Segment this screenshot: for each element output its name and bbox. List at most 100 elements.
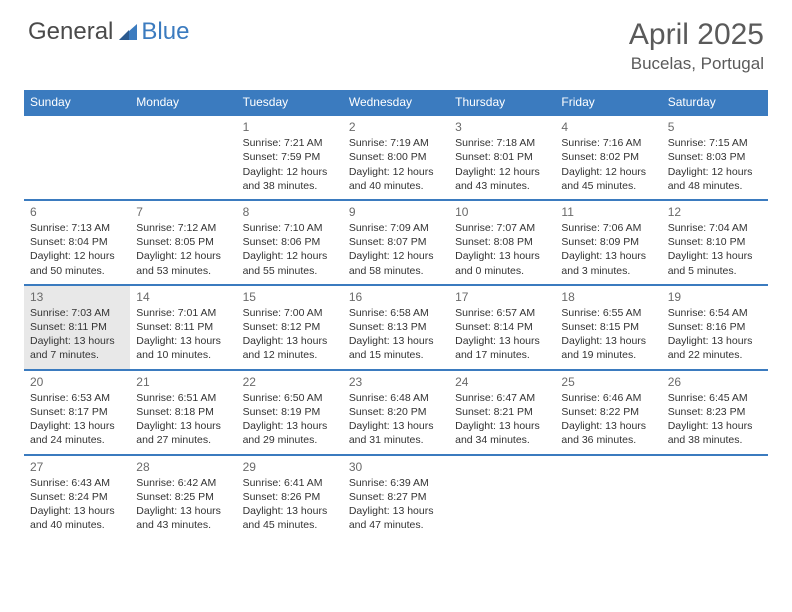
daylight-line: Daylight: 12 hours and 45 minutes. xyxy=(561,165,655,193)
sunrise-line: Sunrise: 6:47 AM xyxy=(455,391,549,405)
sunset-line: Sunset: 8:01 PM xyxy=(455,150,549,164)
day-number: 23 xyxy=(349,374,443,390)
sunset-line: Sunset: 8:03 PM xyxy=(668,150,762,164)
calendar-day-cell: 8Sunrise: 7:10 AMSunset: 8:06 PMDaylight… xyxy=(237,200,343,285)
calendar-day-cell: 20Sunrise: 6:53 AMSunset: 8:17 PMDayligh… xyxy=(24,370,130,455)
sunrise-line: Sunrise: 7:00 AM xyxy=(243,306,337,320)
sunrise-line: Sunrise: 7:13 AM xyxy=(30,221,124,235)
daylight-line: Daylight: 13 hours and 12 minutes. xyxy=(243,334,337,362)
calendar-day-cell: 19Sunrise: 6:54 AMSunset: 8:16 PMDayligh… xyxy=(662,285,768,370)
sunset-line: Sunset: 8:15 PM xyxy=(561,320,655,334)
day-number: 1 xyxy=(243,119,337,135)
weekday-header: Friday xyxy=(555,90,661,115)
sunset-line: Sunset: 8:07 PM xyxy=(349,235,443,249)
calendar-empty-cell xyxy=(130,115,236,200)
day-number: 15 xyxy=(243,289,337,305)
calendar-week-row: 6Sunrise: 7:13 AMSunset: 8:04 PMDaylight… xyxy=(24,200,768,285)
calendar-day-cell: 16Sunrise: 6:58 AMSunset: 8:13 PMDayligh… xyxy=(343,285,449,370)
sunset-line: Sunset: 8:20 PM xyxy=(349,405,443,419)
daylight-line: Daylight: 13 hours and 10 minutes. xyxy=(136,334,230,362)
calendar-day-cell: 29Sunrise: 6:41 AMSunset: 8:26 PMDayligh… xyxy=(237,455,343,539)
day-number: 2 xyxy=(349,119,443,135)
calendar-day-cell: 10Sunrise: 7:07 AMSunset: 8:08 PMDayligh… xyxy=(449,200,555,285)
sunrise-line: Sunrise: 6:50 AM xyxy=(243,391,337,405)
daylight-line: Daylight: 13 hours and 47 minutes. xyxy=(349,504,443,532)
calendar-day-cell: 28Sunrise: 6:42 AMSunset: 8:25 PMDayligh… xyxy=(130,455,236,539)
sunrise-line: Sunrise: 7:09 AM xyxy=(349,221,443,235)
calendar-week-row: 20Sunrise: 6:53 AMSunset: 8:17 PMDayligh… xyxy=(24,370,768,455)
sunrise-line: Sunrise: 6:54 AM xyxy=(668,306,762,320)
sunrise-line: Sunrise: 6:48 AM xyxy=(349,391,443,405)
daylight-line: Daylight: 13 hours and 34 minutes. xyxy=(455,419,549,447)
sunrise-line: Sunrise: 7:10 AM xyxy=(243,221,337,235)
calendar-day-cell: 7Sunrise: 7:12 AMSunset: 8:05 PMDaylight… xyxy=(130,200,236,285)
calendar-day-cell: 4Sunrise: 7:16 AMSunset: 8:02 PMDaylight… xyxy=(555,115,661,200)
daylight-line: Daylight: 12 hours and 55 minutes. xyxy=(243,249,337,277)
calendar-week-row: 1Sunrise: 7:21 AMSunset: 7:59 PMDaylight… xyxy=(24,115,768,200)
sunrise-line: Sunrise: 7:06 AM xyxy=(561,221,655,235)
daylight-line: Daylight: 12 hours and 58 minutes. xyxy=(349,249,443,277)
sunrise-line: Sunrise: 7:19 AM xyxy=(349,136,443,150)
daylight-line: Daylight: 13 hours and 5 minutes. xyxy=(668,249,762,277)
calendar-empty-cell xyxy=(662,455,768,539)
sunset-line: Sunset: 8:24 PM xyxy=(30,490,124,504)
calendar-day-cell: 14Sunrise: 7:01 AMSunset: 8:11 PMDayligh… xyxy=(130,285,236,370)
day-number: 7 xyxy=(136,204,230,220)
logo-text-2: Blue xyxy=(141,18,189,46)
daylight-line: Daylight: 13 hours and 17 minutes. xyxy=(455,334,549,362)
calendar-day-cell: 9Sunrise: 7:09 AMSunset: 8:07 PMDaylight… xyxy=(343,200,449,285)
sunset-line: Sunset: 7:59 PM xyxy=(243,150,337,164)
sunset-line: Sunset: 8:23 PM xyxy=(668,405,762,419)
sunset-line: Sunset: 8:04 PM xyxy=(30,235,124,249)
sunrise-line: Sunrise: 6:46 AM xyxy=(561,391,655,405)
calendar-day-cell: 6Sunrise: 7:13 AMSunset: 8:04 PMDaylight… xyxy=(24,200,130,285)
daylight-line: Daylight: 13 hours and 0 minutes. xyxy=(455,249,549,277)
header: General Blue April 2025 Bucelas, Portuga… xyxy=(0,0,792,82)
day-number: 24 xyxy=(455,374,549,390)
day-number: 25 xyxy=(561,374,655,390)
daylight-line: Daylight: 13 hours and 24 minutes. xyxy=(30,419,124,447)
daylight-line: Daylight: 13 hours and 22 minutes. xyxy=(668,334,762,362)
sunrise-line: Sunrise: 7:07 AM xyxy=(455,221,549,235)
sunset-line: Sunset: 8:11 PM xyxy=(136,320,230,334)
calendar-empty-cell xyxy=(449,455,555,539)
calendar-day-cell: 13Sunrise: 7:03 AMSunset: 8:11 PMDayligh… xyxy=(24,285,130,370)
sunrise-line: Sunrise: 6:55 AM xyxy=(561,306,655,320)
sunset-line: Sunset: 8:06 PM xyxy=(243,235,337,249)
calendar-day-cell: 23Sunrise: 6:48 AMSunset: 8:20 PMDayligh… xyxy=(343,370,449,455)
sunset-line: Sunset: 8:27 PM xyxy=(349,490,443,504)
daylight-line: Daylight: 12 hours and 43 minutes. xyxy=(455,165,549,193)
sunrise-line: Sunrise: 7:01 AM xyxy=(136,306,230,320)
daylight-line: Daylight: 12 hours and 50 minutes. xyxy=(30,249,124,277)
daylight-line: Daylight: 12 hours and 38 minutes. xyxy=(243,165,337,193)
calendar-day-cell: 18Sunrise: 6:55 AMSunset: 8:15 PMDayligh… xyxy=(555,285,661,370)
location: Bucelas, Portugal xyxy=(629,54,764,74)
sunrise-line: Sunrise: 6:57 AM xyxy=(455,306,549,320)
calendar-day-cell: 12Sunrise: 7:04 AMSunset: 8:10 PMDayligh… xyxy=(662,200,768,285)
day-number: 10 xyxy=(455,204,549,220)
day-number: 4 xyxy=(561,119,655,135)
calendar-day-cell: 30Sunrise: 6:39 AMSunset: 8:27 PMDayligh… xyxy=(343,455,449,539)
weekday-header: Tuesday xyxy=(237,90,343,115)
calendar-week-row: 13Sunrise: 7:03 AMSunset: 8:11 PMDayligh… xyxy=(24,285,768,370)
daylight-line: Daylight: 13 hours and 19 minutes. xyxy=(561,334,655,362)
day-number: 8 xyxy=(243,204,337,220)
day-number: 16 xyxy=(349,289,443,305)
calendar-empty-cell xyxy=(24,115,130,200)
sunset-line: Sunset: 8:25 PM xyxy=(136,490,230,504)
day-number: 21 xyxy=(136,374,230,390)
sunrise-line: Sunrise: 7:16 AM xyxy=(561,136,655,150)
day-number: 29 xyxy=(243,459,337,475)
daylight-line: Daylight: 13 hours and 27 minutes. xyxy=(136,419,230,447)
day-number: 9 xyxy=(349,204,443,220)
day-number: 30 xyxy=(349,459,443,475)
title-block: April 2025 Bucelas, Portugal xyxy=(629,18,764,74)
sunset-line: Sunset: 8:11 PM xyxy=(30,320,124,334)
daylight-line: Daylight: 13 hours and 7 minutes. xyxy=(30,334,124,362)
sunset-line: Sunset: 8:18 PM xyxy=(136,405,230,419)
day-number: 3 xyxy=(455,119,549,135)
day-number: 17 xyxy=(455,289,549,305)
sunrise-line: Sunrise: 7:12 AM xyxy=(136,221,230,235)
calendar-body: 1Sunrise: 7:21 AMSunset: 7:59 PMDaylight… xyxy=(24,115,768,539)
sunset-line: Sunset: 8:14 PM xyxy=(455,320,549,334)
